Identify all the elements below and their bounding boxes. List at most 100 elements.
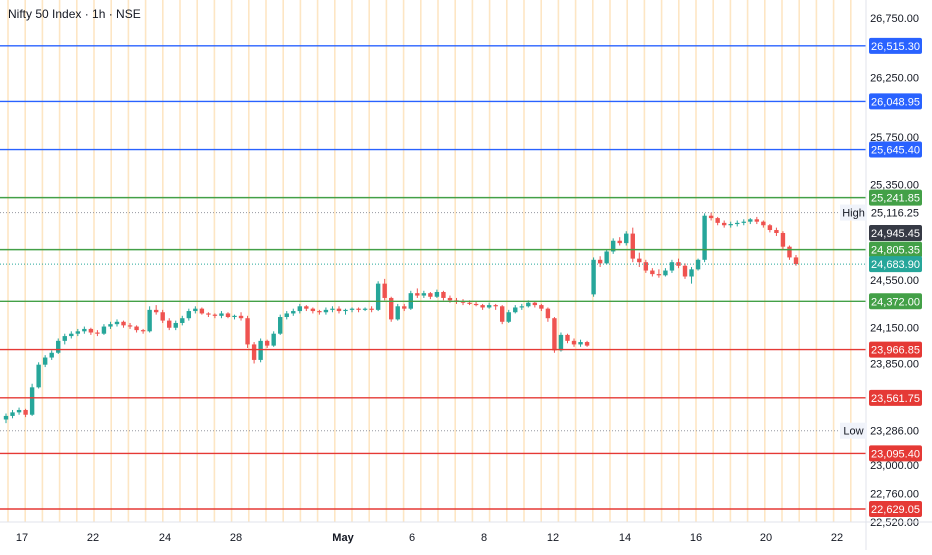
time-tick-label: 14 [619,532,631,544]
candle-body [669,262,675,271]
candle-body [101,326,107,334]
level-label-bg [869,293,922,310]
candle-body [539,305,544,309]
candle-body [278,317,283,334]
chart-title: Nifty 50 Index · 1h · NSE [8,7,141,21]
high-value: 25,116.25 [871,208,919,220]
candle-body [23,409,28,415]
candle-body [787,246,792,258]
level-label: 22,629.05 [871,504,920,516]
candle-body [186,311,192,319]
candle-body [630,233,635,259]
candle-body [56,340,61,353]
time-tick-label: 6 [409,532,415,544]
candle-body [343,309,348,312]
candle-body [480,305,485,308]
low-tag-bg [840,422,867,439]
candle-body [114,321,120,325]
candle-body [428,293,433,297]
candle-body [245,318,250,345]
candle-body [656,274,662,276]
candle-body [3,415,9,420]
candle-body [434,291,440,297]
candle-body [473,303,479,306]
price-tick-label: 23,000.00 [870,460,919,472]
candle-body [95,332,100,334]
candle-body [708,215,714,219]
candle-body [695,259,701,270]
candle-body [349,308,355,310]
candle-body [330,308,335,310]
price-tick-label: 23,850.00 [870,358,919,370]
level-label-bg [869,389,922,406]
candle-body [558,334,564,351]
candle-body [415,293,420,296]
candle-body [493,305,498,307]
candle-body [369,308,374,310]
candle-body [702,215,707,260]
candle-body [160,312,165,321]
candle-body [225,313,231,318]
candle-body [637,258,642,263]
candle-body [663,270,668,276]
candle-body [382,283,387,298]
candle-body [748,219,753,222]
candle-body [402,306,407,309]
candle-body [199,308,205,314]
candle-body [88,328,94,333]
candle-body [447,297,453,301]
candle-body [336,308,342,312]
level-label: 23,095.40 [871,448,920,460]
candle-body [121,321,126,326]
candle-body [395,306,400,320]
candle-body [774,230,779,233]
candle-body [650,270,655,275]
candle-body [565,334,570,341]
candle-body [49,352,54,358]
candle-body [761,221,766,226]
high-tag-bg [840,204,867,221]
candle-body [134,326,139,331]
candle-body [108,324,113,327]
level-label: 26,515.30 [871,41,920,53]
candle-body [297,306,303,312]
time-tick-label: 17 [16,532,28,544]
candle-body [597,259,603,264]
candle-body [513,307,518,313]
time-tick-label: 22 [87,532,99,544]
candle-body [173,322,178,328]
last-price-label: 24,683.90 [871,259,920,271]
level-label: 23,966.85 [871,345,920,357]
level-label-bg [869,501,922,518]
candle-body [689,269,694,277]
time-tick-label: 22 [831,532,843,544]
price-tick-label: 26,250.00 [870,72,919,84]
time-tick-label: May [332,532,354,544]
candle-body [571,340,577,345]
candle-body [140,330,146,332]
level-label-bg [869,141,922,158]
candle-body [441,291,446,298]
candle-body [206,313,211,315]
price-tick-label: 26,750.00 [870,13,919,25]
grid [7,0,852,522]
candle-body [10,412,15,416]
candle-body [147,309,152,332]
candle-body [421,293,427,296]
level-label: 24,805.35 [871,245,920,257]
candle-body [519,306,524,308]
candle-body [578,342,583,345]
candle-body [780,232,786,247]
candle-body [310,308,316,312]
price-tick-label: 25,750.00 [870,132,919,144]
candle-body [232,315,237,318]
candle-body [16,409,22,413]
candle-body [29,387,35,415]
time-tick-label: 20 [760,532,772,544]
current-price-label-bg [869,224,922,241]
candle-body [153,309,159,313]
candle-body [251,344,257,360]
candle-body [323,309,329,313]
